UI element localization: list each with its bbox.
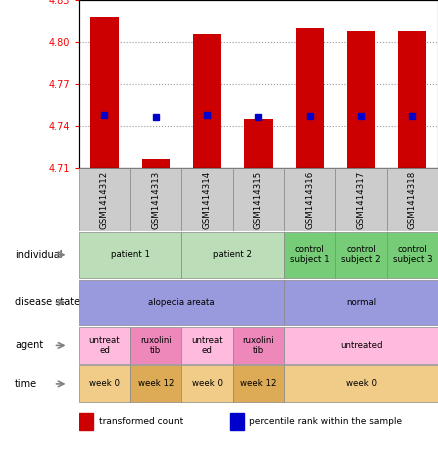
Text: alopecia areata: alopecia areata: [148, 298, 215, 307]
Text: control
subject 2: control subject 2: [341, 246, 381, 264]
Bar: [181, 366, 233, 402]
Text: week 12: week 12: [240, 380, 277, 388]
Bar: [387, 168, 438, 231]
Bar: [90, 17, 119, 168]
Bar: [181, 327, 233, 364]
Text: untreat
ed: untreat ed: [191, 336, 223, 355]
Bar: [79, 168, 130, 231]
Text: normal: normal: [346, 298, 376, 307]
Bar: [79, 232, 181, 278]
Bar: [79, 280, 284, 325]
Text: control
subject 3: control subject 3: [392, 246, 432, 264]
Bar: [284, 168, 336, 231]
Bar: [79, 413, 93, 429]
Text: week 12: week 12: [138, 380, 174, 388]
Text: disease state: disease state: [15, 297, 80, 308]
Bar: [284, 280, 438, 325]
Bar: [130, 327, 181, 364]
Bar: [141, 159, 170, 168]
Text: time: time: [15, 379, 37, 389]
Text: transformed count: transformed count: [99, 417, 183, 426]
Text: GSM1414314: GSM1414314: [203, 171, 212, 229]
Text: GSM1414316: GSM1414316: [305, 171, 314, 229]
Bar: [284, 232, 336, 278]
Text: control
subject 1: control subject 1: [290, 246, 329, 264]
Bar: [181, 232, 284, 278]
Bar: [244, 119, 272, 168]
Text: patient 2: patient 2: [213, 251, 252, 259]
Bar: [347, 31, 375, 168]
Text: ruxolini
tib: ruxolini tib: [140, 336, 172, 355]
Bar: [398, 31, 427, 168]
Text: GSM1414317: GSM1414317: [357, 171, 366, 229]
Text: week 0: week 0: [191, 380, 223, 388]
Bar: [193, 34, 221, 168]
Text: percentile rank within the sample: percentile rank within the sample: [249, 417, 403, 426]
Bar: [233, 168, 284, 231]
Bar: [284, 366, 438, 402]
Bar: [130, 168, 181, 231]
Bar: [284, 327, 438, 364]
Bar: [233, 366, 284, 402]
Text: untreat
ed: untreat ed: [88, 336, 120, 355]
Text: patient 1: patient 1: [111, 251, 150, 259]
Bar: [130, 366, 181, 402]
Bar: [230, 413, 244, 429]
Text: week 0: week 0: [346, 380, 377, 388]
Text: GSM1414315: GSM1414315: [254, 171, 263, 229]
Text: GSM1414313: GSM1414313: [151, 171, 160, 229]
Text: agent: agent: [15, 340, 43, 351]
Text: untreated: untreated: [340, 341, 382, 350]
Bar: [387, 232, 438, 278]
Bar: [296, 28, 324, 168]
Text: GSM1414318: GSM1414318: [408, 171, 417, 229]
Bar: [336, 232, 387, 278]
Text: individual: individual: [15, 250, 62, 260]
Text: GSM1414312: GSM1414312: [100, 171, 109, 229]
Text: week 0: week 0: [89, 380, 120, 388]
Bar: [181, 168, 233, 231]
Text: ruxolini
tib: ruxolini tib: [243, 336, 274, 355]
Bar: [79, 327, 130, 364]
Bar: [336, 168, 387, 231]
Bar: [233, 327, 284, 364]
Bar: [79, 366, 130, 402]
